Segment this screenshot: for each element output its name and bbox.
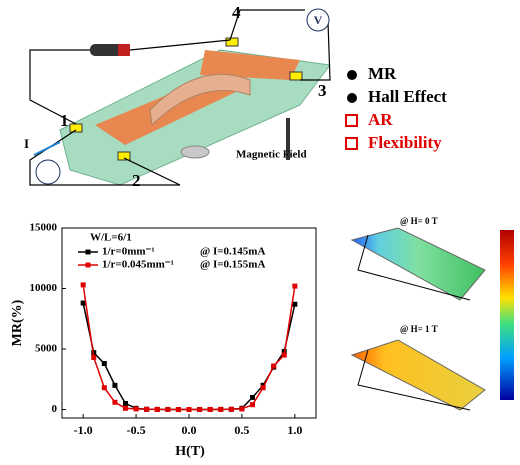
sim-label: @ H= 0 T <box>400 216 438 226</box>
y-tick-label: 15000 <box>30 222 58 234</box>
legend-marker <box>85 262 91 268</box>
data-point <box>112 382 118 388</box>
annotation: @ I=0.145mA <box>200 246 265 258</box>
feature-label: AR <box>368 110 393 129</box>
simulation: @ H= 0 T @ H= 1 T <box>350 216 514 411</box>
data-point <box>91 354 97 360</box>
feature-label: MR <box>368 64 397 83</box>
data-point <box>165 406 171 412</box>
x-tick-label: 0.5 <box>234 423 249 437</box>
data-point <box>250 402 255 408</box>
feature-marker <box>347 93 357 103</box>
x-axis-label: H(T) <box>175 444 205 459</box>
data-point <box>228 406 234 412</box>
contacts <box>69 37 303 161</box>
feature-marker <box>347 70 357 80</box>
sim-panel <box>350 339 486 411</box>
x-tick-label: 1.0 <box>287 423 302 437</box>
data-point <box>123 400 128 406</box>
data-point <box>154 406 160 412</box>
data-point <box>80 282 86 288</box>
data-point <box>260 385 266 391</box>
data-point <box>197 407 203 413</box>
feature-marker <box>345 137 358 150</box>
terminal-label: 4 <box>232 3 241 22</box>
feature-label: Flexibility <box>368 133 442 152</box>
substrate <box>59 49 331 186</box>
legend-marker <box>85 249 91 255</box>
data-point <box>175 407 181 413</box>
battery-cap <box>118 44 130 56</box>
legend-label: 1/r=0mm⁻¹ <box>102 246 155 258</box>
magnet <box>180 145 210 159</box>
sim-label: @ H= 1 T <box>400 324 438 334</box>
data-point <box>101 361 107 367</box>
data-point <box>271 363 277 369</box>
strip <box>200 50 300 80</box>
data-point <box>186 407 192 413</box>
annotation: W/L=6/1 <box>90 232 132 244</box>
sim-panel <box>350 227 486 301</box>
data-point <box>281 352 287 358</box>
data-point <box>207 406 213 412</box>
field-label: Magnetic Field <box>236 149 307 161</box>
feature-marker <box>345 114 358 127</box>
x-tick-label: 0.0 <box>182 423 197 437</box>
device-illustration: 1 2 3 4 I V Magnetic Field <box>24 3 331 190</box>
y-tick-label: 0 <box>52 403 58 415</box>
current-source <box>35 159 61 185</box>
colorbar <box>500 230 514 400</box>
sim-wire <box>357 234 471 411</box>
terminal-label: 1 <box>60 111 69 130</box>
series-line <box>82 284 296 411</box>
x-tick-label: -1.0 <box>74 423 93 437</box>
data-point <box>112 399 118 405</box>
plot-frame <box>61 227 317 419</box>
data-point <box>123 405 128 411</box>
x-tick-label: -0.5 <box>127 423 146 437</box>
data-point <box>133 406 139 412</box>
data-point <box>80 300 86 306</box>
data-point <box>292 301 298 307</box>
y-tick-label: 10000 <box>30 282 58 294</box>
data-point <box>218 406 224 412</box>
series-line <box>82 302 296 411</box>
terminal-label: 2 <box>132 171 141 190</box>
bent-sample <box>149 73 251 127</box>
data-point <box>144 406 150 412</box>
data-point <box>250 394 255 400</box>
y-axis-label: MR(%) <box>10 299 25 346</box>
y-tick-label: 5000 <box>35 343 58 355</box>
current-arrow <box>33 141 61 156</box>
feature-label: Hall Effect <box>368 87 447 106</box>
terminal-label: 3 <box>318 81 327 100</box>
data-point <box>239 406 245 412</box>
annotation: @ I=0.155mA <box>200 259 265 271</box>
current-label: I <box>24 136 29 151</box>
legend-label: 1/r=0.045mm⁻¹ <box>102 259 174 271</box>
voltmeter-label: V <box>314 13 323 27</box>
voltmeter <box>306 8 330 32</box>
data-point <box>292 283 298 289</box>
data-point <box>101 385 107 391</box>
